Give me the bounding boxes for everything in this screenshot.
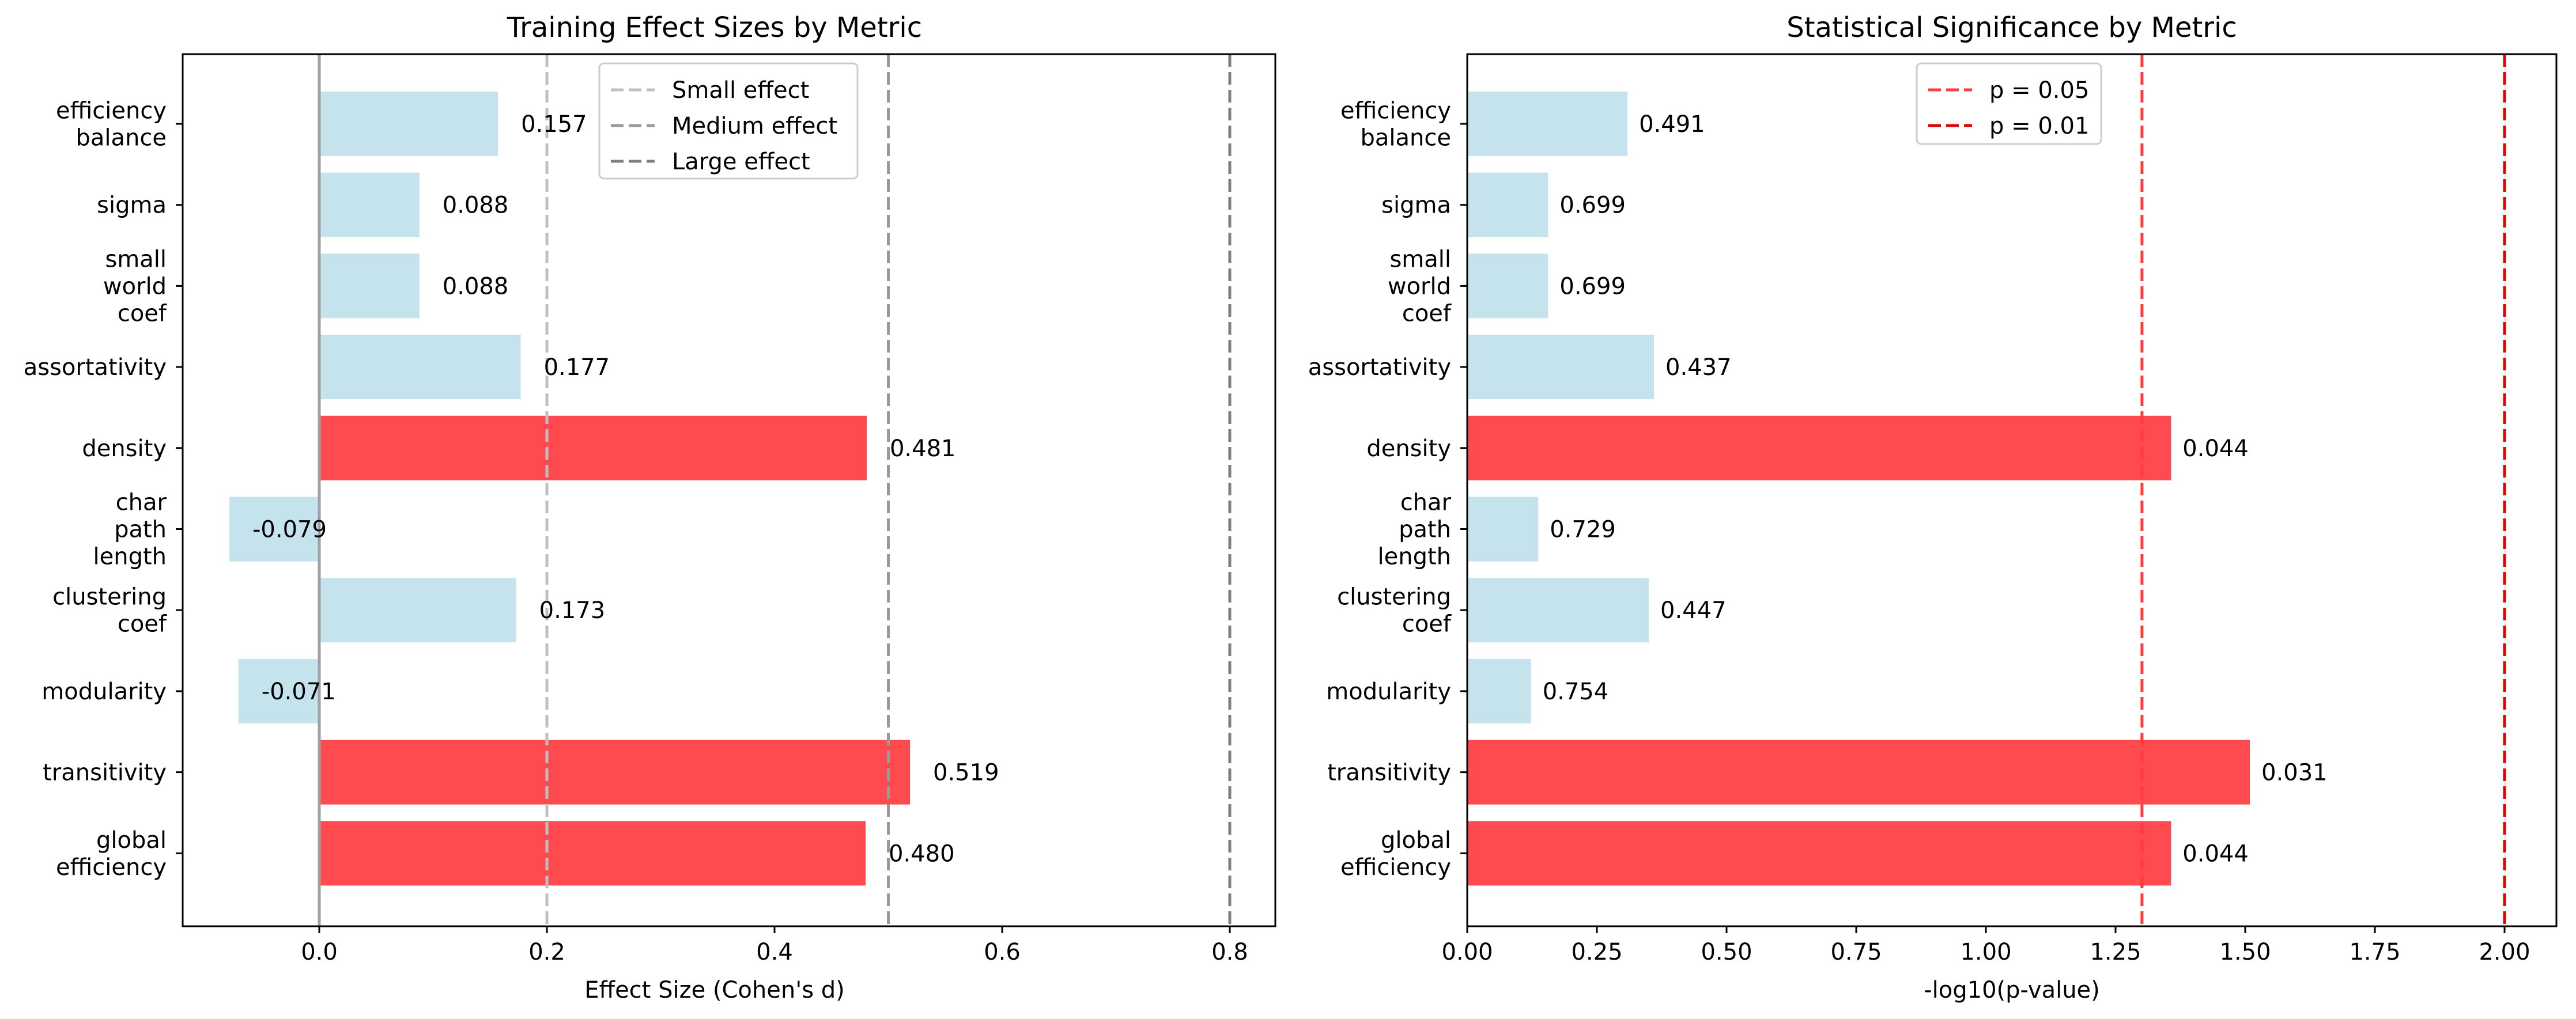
sig-bar-6: [1467, 578, 1649, 643]
sig-x-tick-label-4: 1.00: [1960, 939, 2011, 965]
significance-legend: p = 0.05 p = 0.01: [1916, 62, 2102, 145]
effect-category-label-5: char path length: [93, 490, 167, 570]
effect-bar-1: [319, 172, 420, 237]
sig-bar-5: [1467, 497, 1539, 562]
sig-legend-label-0: p = 0.05: [1989, 77, 2089, 104]
sig-legend-box: [1916, 62, 2102, 145]
effect-x-tick-label-2: 0.4: [756, 939, 793, 965]
sig-bar-3: [1467, 335, 1654, 400]
effect-size-legend: Small effect Medium effect Large effect: [598, 62, 859, 180]
effect-value-label-3: 0.177: [544, 354, 610, 381]
sig-value-label-6: 0.447: [1660, 597, 1727, 624]
sig-value-label-8: 0.031: [2261, 760, 2328, 786]
effect-value-label-9: 0.480: [889, 840, 955, 867]
effect-value-label-6: 0.173: [539, 597, 606, 624]
effect-category-label-1: sigma: [97, 192, 167, 219]
sig-category-label-2: small world coef: [1388, 246, 1452, 327]
sig-bar-2: [1467, 253, 1548, 319]
effect-size-x-axis-label: Effect Size (Cohen's d): [584, 977, 845, 1003]
sig-bar-9: [1467, 821, 2171, 886]
effect-x-tick-label-4: 0.8: [1211, 939, 1248, 965]
effect-bar-5: [229, 497, 319, 562]
sig-category-label-9: global efficiency: [1340, 827, 1451, 881]
significance-plot-area: 0.491 0.699 0.699 0.437 0.044 0.729 0.447 0.754…: [1308, 53, 2558, 965]
sig-bar-4: [1467, 415, 2171, 480]
significance-x-axis-label: -log10(p-value): [1924, 977, 2100, 1003]
effect-x-tick-label-0: 0.0: [301, 939, 338, 965]
sig-value-label-2: 0.699: [1559, 273, 1626, 300]
effect-axes-frame: [182, 53, 1276, 927]
sig-x-tick-label-5: 1.25: [2090, 939, 2141, 965]
sig-legend-label-1: p = 0.01: [1989, 113, 2089, 139]
effect-bar-7: [238, 658, 319, 723]
effect-size-plot-area: 0.157 0.088 0.088 0.177 0.481 -0.079 0.173 -0.0…: [24, 53, 1276, 965]
effect-category-label-9: global efficiency: [56, 827, 167, 881]
sig-x-tick-label-1: 0.25: [1571, 939, 1622, 965]
effect-bar-6: [319, 578, 516, 643]
effect-value-label-0: 0.157: [521, 111, 587, 138]
sig-value-label-1: 0.699: [1559, 192, 1626, 219]
significance-panel: 0.491 0.699 0.699 0.437 0.044 0.729 0.447 0.754…: [1308, 12, 2558, 1003]
effect-category-label-3: assortativity: [24, 354, 167, 381]
effect-value-label-4: 0.481: [890, 435, 956, 462]
sig-x-tick-label-6: 1.50: [2219, 939, 2271, 965]
sig-value-label-4: 0.044: [2182, 435, 2249, 462]
sig-category-label-8: transitivity: [1327, 760, 1451, 786]
sig-x-tick-label-3: 0.75: [1830, 939, 1882, 965]
effect-value-label-2: 0.088: [443, 273, 509, 300]
sig-category-label-1: sigma: [1381, 192, 1451, 219]
effect-x-tick-label-1: 0.2: [528, 939, 565, 965]
effect-category-label-8: transitivity: [43, 760, 167, 786]
sig-x-tick-label-8: 2.00: [2479, 939, 2530, 965]
sig-value-label-9: 0.044: [2182, 840, 2249, 867]
sig-category-label-4: density: [1366, 435, 1451, 462]
sig-bar-0: [1467, 92, 1628, 156]
effect-x-tick-label-3: 0.6: [984, 939, 1021, 965]
effect-category-label-7: modularity: [41, 679, 167, 705]
effect-value-label-7: -0.071: [262, 679, 336, 705]
sig-axes-frame: [1466, 53, 2558, 927]
effect-value-label-5: -0.079: [252, 517, 327, 543]
sig-value-label-3: 0.437: [1665, 354, 1732, 381]
sig-bar-8: [1467, 740, 2250, 805]
sig-category-label-6: clustering coef: [1337, 584, 1452, 638]
sig-category-label-3: assortativity: [1308, 354, 1451, 381]
sig-value-label-7: 0.754: [1543, 679, 1609, 705]
effect-bar-0: [319, 92, 498, 156]
effect-legend-label-2: Large effect: [672, 149, 810, 175]
effect-value-label-1: 0.088: [443, 192, 509, 219]
effect-category-label-4: density: [82, 435, 167, 462]
sig-category-label-0: efficiency balance: [1340, 98, 1451, 151]
effect-legend-label-0: Small effect: [672, 77, 809, 104]
effect-category-label-0: efficiency balance: [56, 98, 167, 151]
effect-bar-3: [319, 335, 521, 400]
effect-value-label-8: 0.519: [933, 760, 999, 786]
sig-bar-7: [1467, 658, 1531, 723]
sig-value-label-0: 0.491: [1639, 111, 1705, 138]
effect-bar-2: [319, 253, 420, 319]
effect-size-panel: 0.157 0.088 0.088 0.177 0.481 -0.079 0.173 -0.0…: [24, 12, 1276, 1003]
effect-legend-box: [598, 62, 859, 180]
significance-chart-title: Statistical Significance by Metric: [1786, 12, 2237, 44]
effect-bar-9: [319, 821, 866, 886]
effect-bar-8: [319, 740, 911, 805]
sig-x-tick-label-0: 0.00: [1441, 939, 1493, 965]
sig-x-tick-label-7: 1.75: [2349, 939, 2400, 965]
sig-category-label-7: modularity: [1326, 679, 1451, 705]
sig-bar-1: [1467, 172, 1548, 237]
sig-x-tick-label-2: 0.50: [1701, 939, 1752, 965]
effect-legend-label-1: Medium effect: [672, 113, 837, 139]
effect-category-label-6: clustering coef: [52, 584, 167, 638]
effect-size-chart-title: Training Effect Sizes by Metric: [507, 12, 922, 44]
sig-value-label-5: 0.729: [1550, 517, 1616, 543]
sig-category-label-5: char path length: [1378, 490, 1452, 570]
effect-bar-4: [319, 415, 867, 480]
effect-category-label-2: small world coef: [103, 246, 167, 327]
